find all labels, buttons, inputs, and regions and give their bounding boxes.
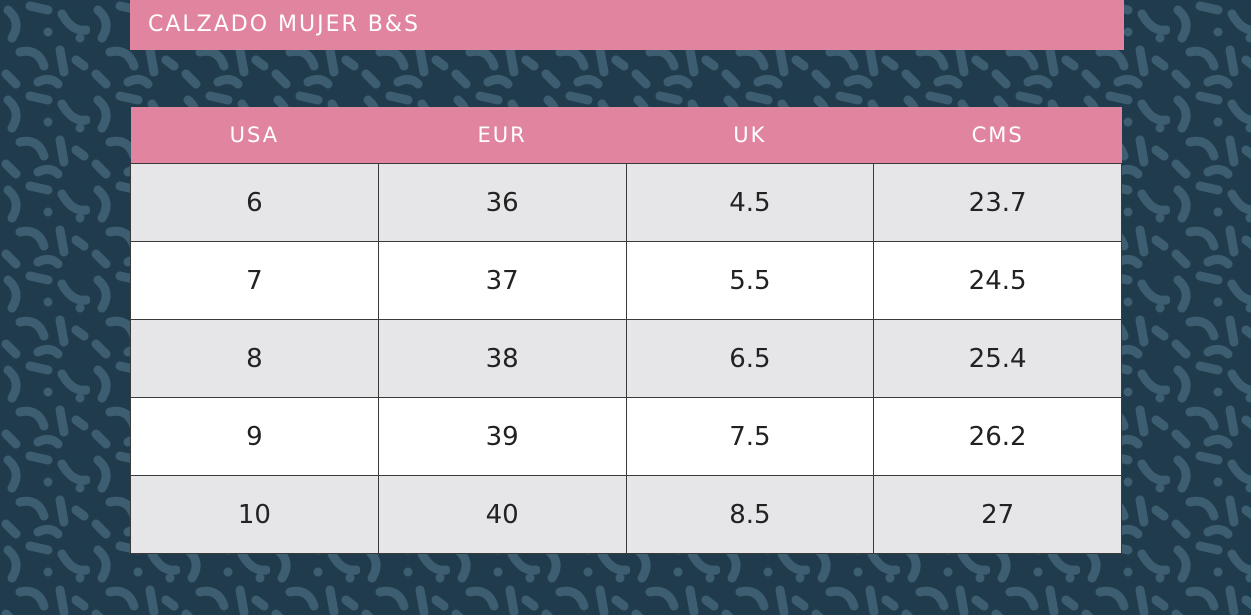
table-cell: 8 xyxy=(130,319,379,398)
table-row: 9 39 7.5 26.2 xyxy=(130,397,1122,476)
table-cell: 39 xyxy=(377,397,627,476)
table-row: 6 36 4.5 23.7 xyxy=(130,163,1122,242)
title-banner: CALZADO MUJER B&S xyxy=(130,0,1124,50)
table-cell: 40 xyxy=(377,475,627,554)
column-header: UK xyxy=(626,107,874,164)
table-cell: 7 xyxy=(130,241,379,320)
column-header: CMS xyxy=(873,107,1122,164)
table-cell: 7.5 xyxy=(625,397,875,476)
table-cell: 36 xyxy=(377,163,627,242)
table-cell: 24.5 xyxy=(873,241,1122,320)
table-body: 6 36 4.5 23.7 7 37 5.5 24.5 8 38 6.5 25.4 9 39 7.5 26.2… xyxy=(130,163,1122,554)
table-cell: 37 xyxy=(377,241,627,320)
table-cell: 8.5 xyxy=(625,475,875,554)
table-row: 7 37 5.5 24.5 xyxy=(130,241,1122,320)
table-cell: 38 xyxy=(377,319,627,398)
size-table: USA EUR UK CMS 6 36 4.5 23.7 7 37 5.5 24.5 8 38 6.5 25… xyxy=(130,107,1122,554)
column-header: EUR xyxy=(378,107,626,164)
table-row: 8 38 6.5 25.4 xyxy=(130,319,1122,398)
table-row: 10 40 8.5 27 xyxy=(130,475,1122,554)
table-cell: 5.5 xyxy=(625,241,875,320)
table-cell: 23.7 xyxy=(873,163,1122,242)
table-cell: 6.5 xyxy=(625,319,875,398)
table-cell: 9 xyxy=(130,397,379,476)
table-cell: 6 xyxy=(130,163,379,242)
column-header: USA xyxy=(130,107,379,164)
table-cell: 4.5 xyxy=(625,163,875,242)
table-cell: 27 xyxy=(873,475,1122,554)
table-cell: 26.2 xyxy=(873,397,1122,476)
header-row: USA EUR UK CMS xyxy=(130,107,1122,164)
table-cell: 25.4 xyxy=(873,319,1122,398)
table-cell: 10 xyxy=(130,475,379,554)
